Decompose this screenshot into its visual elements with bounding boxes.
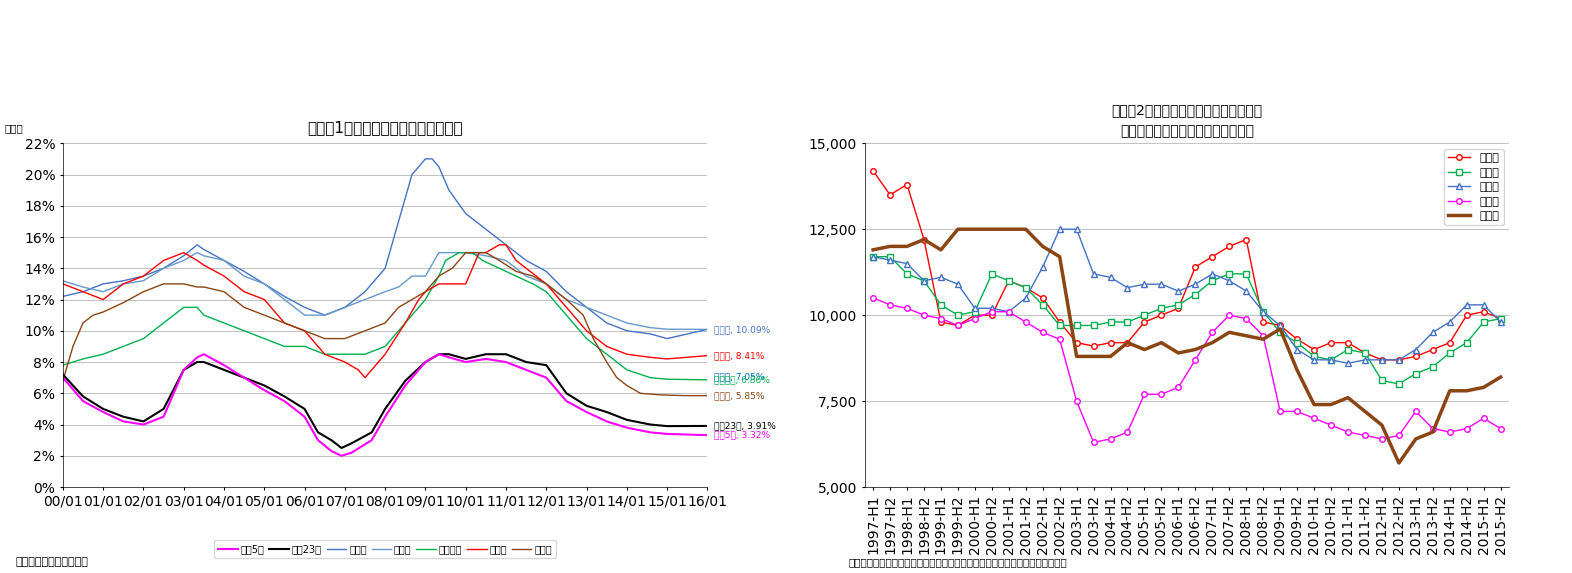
Text: （出所）「オフィスレント・インデックス」を基にニッセイ基礎研究所が作成: （出所）「オフィスレント・インデックス」を基にニッセイ基礎研究所が作成	[849, 558, 1067, 567]
都心5区	[53, 374, 72, 381]
福岡市	[538, 280, 556, 287]
札幌市	[657, 335, 676, 342]
札幌市	[417, 155, 435, 162]
Text: 札幌市, 7.05%: 札幌市, 7.05%	[714, 372, 764, 382]
福岡市	[288, 325, 307, 332]
札幌市	[204, 252, 223, 258]
名古屋市	[288, 343, 307, 350]
福岡市	[453, 253, 472, 260]
東京23区	[459, 355, 478, 362]
名古屋市	[53, 362, 72, 368]
名古屋市	[698, 376, 717, 383]
都心5区	[292, 411, 311, 418]
東京23区	[332, 445, 351, 452]
Text: 仙台市, 10.09%: 仙台市, 10.09%	[714, 325, 770, 334]
名古屋市	[311, 350, 330, 356]
仙台市	[698, 326, 717, 333]
東京23区	[311, 431, 330, 438]
Title: 図表－2　主要都市のオフィス成約賃料
（オフィスレント・インデックス）: 図表－2 主要都市のオフィス成約賃料 （オフィスレント・インデックス）	[1111, 103, 1262, 138]
大阪市	[53, 280, 72, 287]
Text: 東京23区, 3.91%: 東京23区, 3.91%	[714, 422, 775, 430]
都心5区	[698, 431, 717, 438]
Text: 名古屋市, 6.86%: 名古屋市, 6.86%	[714, 375, 770, 384]
Line: 都心5区: 都心5区	[63, 354, 707, 456]
大阪市	[544, 288, 563, 295]
大阪市	[541, 284, 560, 291]
東京23区	[698, 422, 717, 429]
名古屋市	[450, 249, 468, 256]
都心5区	[544, 382, 563, 389]
名古屋市	[456, 249, 475, 256]
札幌市	[456, 210, 475, 217]
都心5区	[332, 452, 351, 459]
名古屋市	[541, 292, 560, 299]
大阪市	[204, 267, 223, 274]
Legend: 大阪市, 名古屋, 札幌市, 仙台市, 福岡市: 大阪市, 名古屋, 札幌市, 仙台市, 福岡市	[1443, 149, 1503, 225]
仙台市	[208, 256, 226, 262]
都心5区	[195, 351, 214, 358]
福岡市	[674, 392, 693, 399]
大阪市	[311, 347, 330, 354]
東京23区	[53, 371, 72, 378]
Line: 大阪市: 大阪市	[63, 245, 707, 378]
東京23区	[288, 401, 307, 408]
福岡市	[311, 334, 330, 341]
札幌市	[541, 272, 560, 278]
都心5区	[459, 358, 478, 365]
仙台市	[292, 309, 311, 316]
東京23区	[204, 363, 223, 370]
大阪市	[698, 352, 717, 359]
東京23区	[429, 351, 448, 358]
都心5区	[541, 378, 560, 385]
仙台市	[53, 277, 72, 284]
東京23区	[544, 371, 563, 378]
福岡市	[53, 378, 72, 384]
都心5区	[208, 358, 226, 365]
都心5区	[316, 442, 335, 449]
Text: 都心5区, 3.32%: 都心5区, 3.32%	[714, 431, 770, 439]
札幌市	[311, 311, 330, 317]
Text: 大阪市, 8.41%: 大阪市, 8.41%	[714, 351, 764, 360]
Line: 札幌市: 札幌市	[63, 159, 707, 339]
福岡市	[456, 249, 475, 256]
大阪市	[288, 325, 307, 332]
大阪市	[490, 241, 509, 248]
Line: 仙台市: 仙台市	[63, 253, 707, 329]
仙台市	[538, 280, 556, 287]
福岡市	[698, 392, 717, 399]
Title: 図表－1　主要都市のオフィス空室率: 図表－1 主要都市のオフィス空室率	[308, 120, 462, 135]
Legend: 都心5区, 東京23区, 札幌市, 仙台市, 名古屋市, 大阪市, 福岡市: 都心5区, 東京23区, 札幌市, 仙台市, 名古屋市, 大阪市, 福岡市	[214, 540, 556, 558]
東京23区	[541, 366, 560, 373]
札幌市	[288, 300, 307, 307]
福岡市	[204, 286, 223, 293]
名古屋市	[204, 316, 223, 323]
仙台市	[456, 249, 475, 256]
仙台市	[187, 249, 206, 256]
Line: 名古屋市: 名古屋市	[63, 253, 707, 380]
Text: 福岡市, 5.85%: 福岡市, 5.85%	[714, 391, 764, 400]
大阪市	[456, 280, 475, 287]
福岡市	[541, 283, 560, 290]
札幌市	[538, 268, 556, 275]
大阪市	[355, 374, 374, 381]
札幌市	[53, 293, 72, 300]
Line: 福岡市: 福岡市	[63, 253, 707, 395]
Line: 東京23区: 東京23区	[63, 354, 707, 448]
Text: （出所）三幸エステート: （出所）三幸エステート	[16, 558, 88, 567]
名古屋市	[538, 288, 556, 295]
仙台市	[541, 283, 560, 290]
Text: 空室率: 空室率	[5, 123, 24, 133]
仙台市	[316, 312, 335, 319]
札幌市	[698, 326, 717, 333]
